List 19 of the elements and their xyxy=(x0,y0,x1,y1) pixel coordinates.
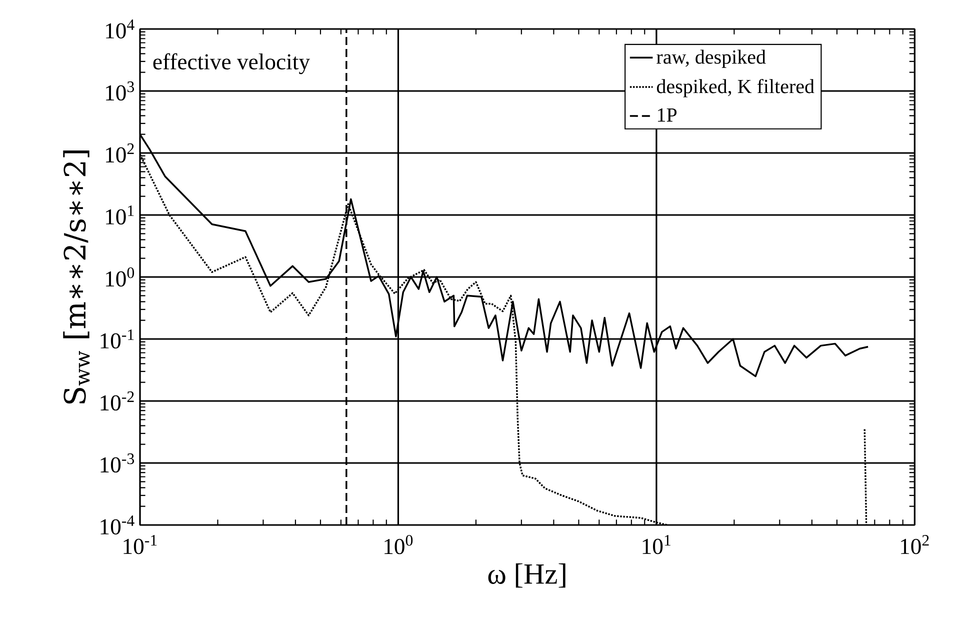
y-tick-label: 10$^{3}$ xyxy=(106,81,134,101)
legend-label: despiked, K filtered xyxy=(656,78,814,98)
legend-label: 1P xyxy=(658,108,677,122)
y-tick-label: 10$^{0}$ xyxy=(106,267,134,287)
annotation: effective velocity xyxy=(153,53,310,74)
x-tick-label: 10$^{1}$ xyxy=(642,535,670,554)
y-tick-label: 10$^{2}$ xyxy=(106,143,134,163)
y-tick-label: 10$^{-3}$ xyxy=(100,453,134,473)
y-tick-label: 10$^{4}$ xyxy=(106,19,134,39)
x-tick-label: 10$^{0}$ xyxy=(384,535,413,554)
legend-label: raw, despiked xyxy=(656,50,766,68)
x-axis-title: ω [Hz] xyxy=(488,563,566,588)
x-tick-label: 10$^{-1}$ xyxy=(124,535,157,554)
y-tick-label: 10$^{-1}$ xyxy=(100,329,134,349)
y-tick-label: 10$^{1}$ xyxy=(106,205,134,225)
y-axis-title: S$_{ww}$ [m∗∗2/s∗∗2] xyxy=(63,150,90,404)
y-tick-label: 10$^{-4}$ xyxy=(100,515,134,535)
x-tick-label: 10$^{2}$ xyxy=(901,535,929,554)
y-tick-label: 10$^{-2}$ xyxy=(100,391,134,411)
